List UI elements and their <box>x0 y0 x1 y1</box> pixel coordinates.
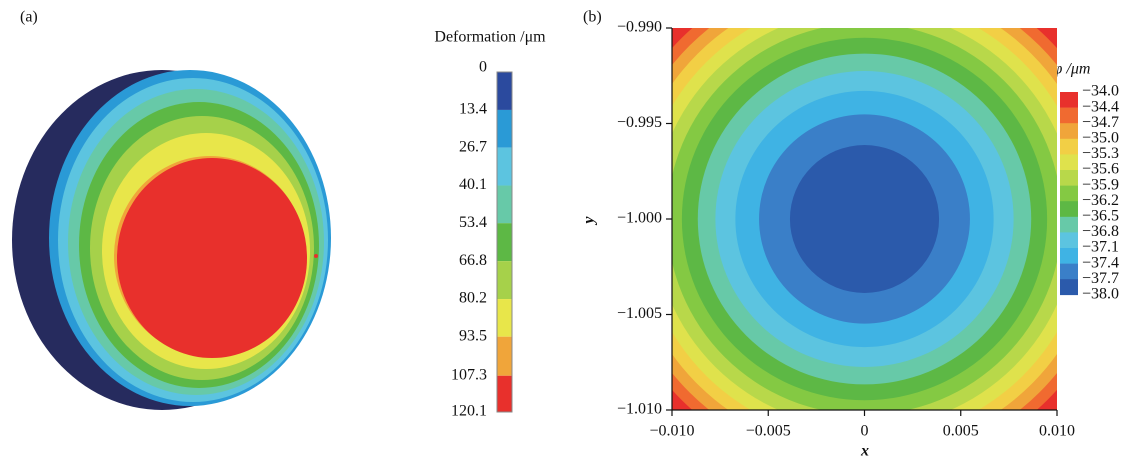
colorbar-band <box>1060 217 1078 233</box>
colorbar-band <box>1060 92 1078 108</box>
deformation-core <box>117 158 307 358</box>
colorbar-band <box>1060 232 1078 248</box>
colorbar-band <box>497 261 512 299</box>
colorbar-tick-label: −36.8 <box>1082 223 1119 240</box>
colorbar-tick-label: 120.1 <box>451 403 487 420</box>
colorbar-band <box>1060 154 1078 170</box>
colorbar-tick-label: 66.8 <box>459 252 487 269</box>
y-tick-label: −1.000 <box>617 210 662 227</box>
y-axis-label: y <box>581 216 598 226</box>
y-tick-label: −1.010 <box>617 401 662 418</box>
contour-band <box>790 145 939 293</box>
colorbar-tick-label: 80.2 <box>459 290 487 307</box>
x-tick-label: 0.010 <box>1039 423 1075 440</box>
colorbar-band <box>1060 170 1078 186</box>
colorbar-band <box>1060 279 1078 295</box>
colorbar-band <box>497 148 512 186</box>
y-tick-label: −0.995 <box>617 114 662 131</box>
colorbar-band <box>1060 123 1078 139</box>
y-tick-label: −1.005 <box>617 305 662 322</box>
colorbar-tick-label: −36.5 <box>1082 207 1119 224</box>
colorbar-tick-label: −34.7 <box>1082 114 1119 131</box>
colorbar-tick-label: −34.4 <box>1082 98 1119 115</box>
marker-point <box>314 254 318 258</box>
colorbar-tick-label: −38.0 <box>1082 285 1119 302</box>
x-tick-label: 0.005 <box>943 423 979 440</box>
colorbar-tick-label: 53.4 <box>459 214 487 231</box>
colorbar-band <box>1060 139 1078 155</box>
colorbar-tick-label: −34.0 <box>1082 83 1119 100</box>
colorbar-band <box>1060 108 1078 124</box>
colorbar-tick-label: 40.1 <box>459 176 487 193</box>
contour-field <box>606 0 1123 461</box>
y-tick-label: −0.990 <box>617 19 662 36</box>
colorbar-tick-label: 26.7 <box>459 138 487 155</box>
colorbar-tick-label: −35.6 <box>1082 161 1119 178</box>
colorbar-band <box>497 299 512 337</box>
colorbar-band <box>497 337 512 376</box>
colorbar-tick-label: 0 <box>479 59 487 76</box>
colorbar-band <box>1060 201 1078 217</box>
colorbar-band <box>497 110 512 148</box>
colorbar-tick-label: 107.3 <box>451 366 487 383</box>
figure: (a) Deformation /μm (b) x y dφ /μm 013.4… <box>0 0 1139 461</box>
x-tick-label: −0.005 <box>746 423 791 440</box>
colorbar-tick-label: −37.1 <box>1082 239 1119 256</box>
colorbar-tick-label: −35.3 <box>1082 145 1119 162</box>
panel-label: (b) <box>583 9 602 26</box>
colorbar-tick-label: −35.9 <box>1082 176 1119 193</box>
colorbar-tick-label: 93.5 <box>459 327 487 344</box>
colorbar-tick-label: −35.0 <box>1082 129 1119 146</box>
colorbar-tick-label: −37.7 <box>1082 270 1119 287</box>
colorbar-tick-label: −37.4 <box>1082 254 1119 271</box>
colorbar-band <box>497 72 512 110</box>
colorbar-tick-label: −36.2 <box>1082 192 1119 209</box>
colorbar-band <box>1060 264 1078 280</box>
colorbar-band <box>497 376 512 412</box>
colorbar-band <box>497 223 512 261</box>
colorbar-tick-label: 13.4 <box>459 101 487 118</box>
colorbar-band <box>1060 248 1078 264</box>
panel-label: (a) <box>20 9 38 26</box>
colorbar-title: Deformation /μm <box>434 29 546 46</box>
x-tick-label: 0 <box>861 423 869 440</box>
colorbar-band <box>497 186 512 224</box>
x-axis-label: x <box>860 443 869 460</box>
x-tick-label: −0.010 <box>649 423 694 440</box>
colorbar-band <box>1060 186 1078 202</box>
